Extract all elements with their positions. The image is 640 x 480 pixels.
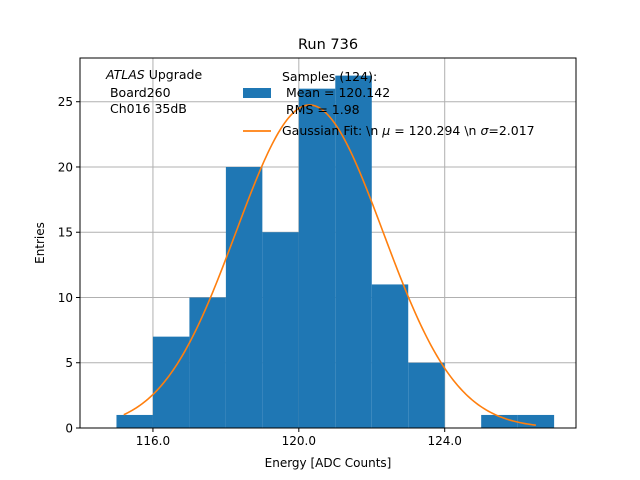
histogram-bar-7 [371, 284, 409, 428]
legend-fit-prefix: Gaussian Fit: \n [282, 123, 382, 138]
x-tick-label: 116.0 [136, 434, 170, 448]
annotation-line-2: Board260 [106, 85, 171, 100]
annotation-atlas: ATLAS [105, 67, 145, 82]
annotation-line-1: ATLAS Upgrade [105, 67, 202, 82]
y-tick-label: 10 [58, 291, 73, 305]
legend-samples-line-3: RMS = 1.98 [282, 102, 360, 117]
gaussian-fit-curve [123, 104, 536, 426]
annotation-line-3: Ch016 35dB [106, 101, 187, 116]
histogram-bar-1 [152, 336, 190, 428]
x-tick-label: 124.0 [428, 434, 462, 448]
legend-fit-sigma: σ [480, 123, 489, 138]
legend-bar-swatch [243, 88, 271, 98]
histogram-bar-4 [262, 232, 299, 428]
y-tick-label: 0 [65, 422, 73, 436]
x-tick-label: 120.0 [282, 434, 316, 448]
y-tick-label: 5 [65, 356, 73, 370]
legend-samples-line-2: Mean = 120.142 [282, 85, 390, 100]
histogram-bar-0 [116, 414, 153, 428]
x-axis-label: Energy [ADC Counts] [265, 456, 392, 470]
x-axis-ticks: 116.0 120.0 124.0 [136, 428, 462, 448]
y-axis-label: Entries [33, 222, 47, 264]
y-tick-label: 20 [58, 160, 73, 174]
histogram-bar-10 [481, 414, 518, 428]
plot-frame [79, 57, 577, 429]
histogram-bar-2 [189, 297, 226, 428]
annotation-upgrade: Upgrade [145, 67, 203, 82]
detector-annotation: ATLAS Upgrade Board260 Ch016 35dB [105, 67, 202, 116]
y-tick-label: 25 [58, 95, 73, 109]
legend-fit-end: =2.017 [488, 123, 534, 138]
y-tick-label: 15 [58, 226, 73, 240]
chart-title: Run 736 [298, 37, 358, 53]
legend: Samples (124): Mean = 120.142 RMS = 1.98… [243, 69, 535, 138]
legend-samples-line-1: Samples (124): [282, 69, 377, 84]
legend-fit-mu: μ [381, 123, 390, 138]
histogram-bar-8 [408, 362, 445, 428]
legend-fit-label: Gaussian Fit: \n μ = 120.294 \n σ=2.017 [282, 123, 535, 138]
legend-fit-mid: = 120.294 \n [390, 123, 480, 138]
histogram-bar-5 [298, 88, 336, 428]
y-axis-ticks: 0 5 10 15 20 25 [58, 95, 80, 436]
histogram-bar-11 [517, 414, 555, 428]
histogram-bar-3 [225, 166, 263, 429]
